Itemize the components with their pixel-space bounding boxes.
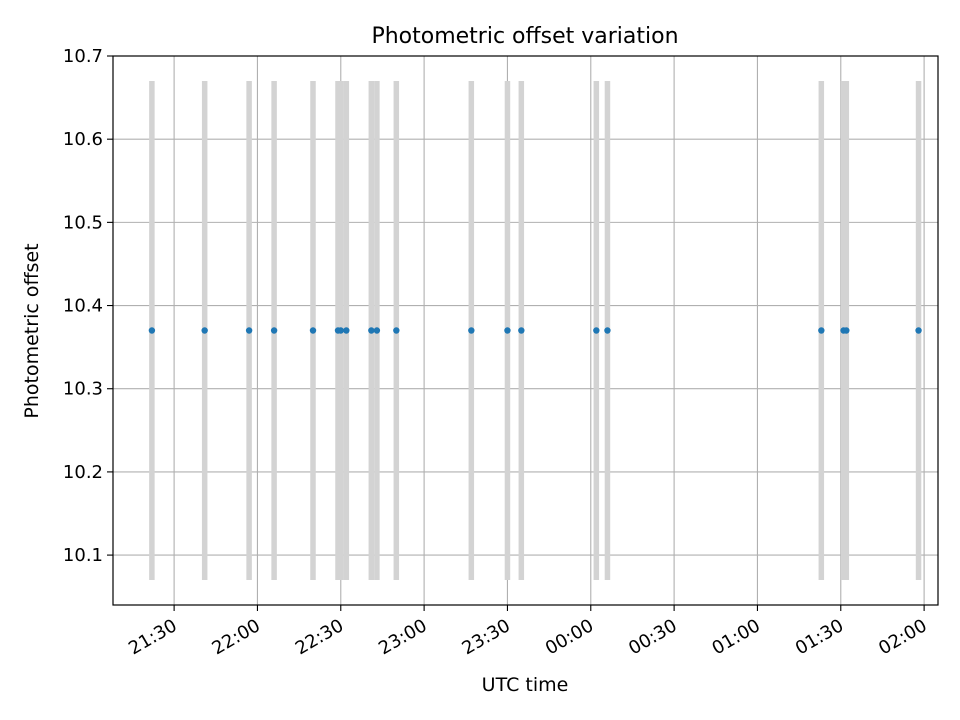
plot-frame [112, 55, 939, 606]
plot-area [113, 56, 938, 605]
data-point [245, 327, 253, 334]
data-point [373, 327, 381, 334]
data-point [368, 327, 375, 334]
data-point [593, 327, 600, 334]
y-axis-label: Photometric offset [21, 243, 43, 418]
data-point [309, 327, 317, 334]
y-tick-label: 10.7 [63, 46, 103, 67]
data-point [518, 327, 525, 334]
data-point [337, 327, 344, 334]
data-points [148, 327, 922, 334]
y-tick-label: 10.4 [63, 296, 103, 317]
data-point [148, 327, 156, 334]
data-point [468, 327, 475, 334]
y-tick-label: 10.3 [63, 379, 103, 400]
y-tick-label: 10.5 [63, 212, 103, 233]
data-point [604, 327, 611, 334]
data-point [843, 327, 850, 334]
data-point [818, 327, 825, 334]
data-point [504, 327, 511, 334]
data-point [393, 327, 400, 334]
y-axis: 10.1 10.2 10.3 10.4 10.5 10.6 10.7 [63, 46, 113, 566]
data-point [270, 327, 278, 334]
y-tick-label: 10.6 [63, 129, 103, 150]
y-tick-label: 10.1 [63, 545, 103, 566]
data-point [201, 327, 208, 334]
chart-title: Photometric offset variation [371, 24, 678, 49]
data-point [915, 327, 922, 334]
y-tick-label: 10.2 [63, 462, 103, 483]
data-point [343, 327, 350, 334]
x-axis-label: UTC time [482, 674, 569, 696]
